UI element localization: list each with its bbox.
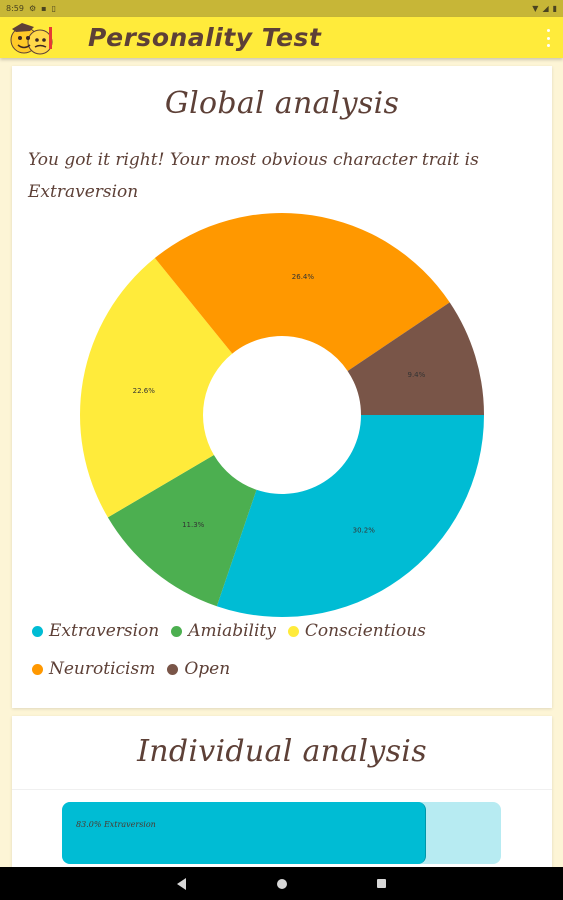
legend-dot-icon — [32, 625, 43, 637]
app-bar: Personality Test — [0, 17, 563, 58]
sim-icon: ▯ — [51, 3, 56, 13]
legend-item-conscientious[interactable]: Conscientious — [287, 616, 426, 646]
pie-slice-conscientious[interactable] — [80, 258, 233, 518]
legend-item-open[interactable]: Open — [167, 654, 230, 684]
sd-card-icon: ▪ — [41, 3, 47, 13]
status-time: 8:59 — [6, 4, 24, 13]
status-bar: 8:59 ⚙ ▪ ▯ ▼ ◢ ▮ — [0, 0, 563, 17]
legend-dot-icon — [167, 663, 179, 675]
extraversion-bar-fill — [62, 802, 427, 864]
personality-donut-chart[interactable]: 30.2% 11.3% 22.6% 26.4% 9.4% — [12, 66, 552, 626]
divider — [12, 789, 552, 790]
pie-label-conscientious: 22.6% — [133, 387, 156, 395]
legend-label: Open — [184, 659, 231, 679]
recents-icon[interactable] — [372, 874, 392, 894]
pie-label-amiability: 11.3% — [182, 521, 205, 529]
extraversion-bar-track: 83.0% Extraversion — [62, 802, 501, 864]
legend-label: Extraversion — [49, 621, 160, 641]
legend-item-neuroticism[interactable]: Neuroticism — [32, 654, 155, 684]
overflow-menu-icon[interactable] — [545, 29, 551, 47]
global-analysis-card: Global analysis You got it right! Your m… — [12, 66, 552, 708]
back-icon[interactable] — [172, 874, 192, 894]
legend-dot-icon — [287, 625, 299, 637]
extraversion-bar-label: 83.0% Extraversion — [76, 820, 156, 829]
pie-label-open: 9.4% — [408, 371, 426, 379]
legend-label: Neuroticism — [49, 659, 156, 679]
battery-icon: ▮ — [552, 3, 557, 13]
signal-icon: ◢ — [542, 3, 549, 13]
pie-slice-neuroticism[interactable] — [154, 213, 450, 371]
navigation-bar — [0, 867, 563, 900]
emoji-faces-logo-icon — [0, 17, 60, 58]
pie-label-neuroticism: 26.4% — [292, 273, 315, 281]
app-title: Personality Test — [88, 23, 322, 52]
legend-dot-icon — [171, 625, 183, 637]
chart-legend: Extraversion Amiability Conscientious Neuro… — [32, 616, 542, 684]
pie-label-extraversion: 30.2% — [353, 526, 376, 534]
legend-item-extraversion[interactable]: Extraversion — [32, 616, 159, 646]
pie-slice-amiability[interactable] — [107, 455, 257, 607]
notification-icon: ⚙ — [28, 3, 37, 13]
home-icon[interactable] — [272, 874, 292, 894]
individual-analysis-card: Individual analysis 83.0% Extraversion — [12, 716, 552, 876]
legend-item-amiability[interactable]: Amiability — [171, 616, 276, 646]
global-analysis-title: Global analysis — [164, 86, 400, 121]
legend-label: Amiability — [188, 621, 276, 641]
legend-dot-icon — [32, 663, 43, 675]
individual-analysis-title: Individual analysis — [137, 734, 427, 769]
legend-label: Conscientious — [304, 621, 426, 641]
wifi-icon: ▼ — [532, 3, 539, 13]
pie-slice-open[interactable] — [347, 302, 484, 415]
result-text: You got it right! Your most obvious char… — [28, 150, 479, 202]
pie-slice-extraversion[interactable] — [216, 415, 484, 617]
